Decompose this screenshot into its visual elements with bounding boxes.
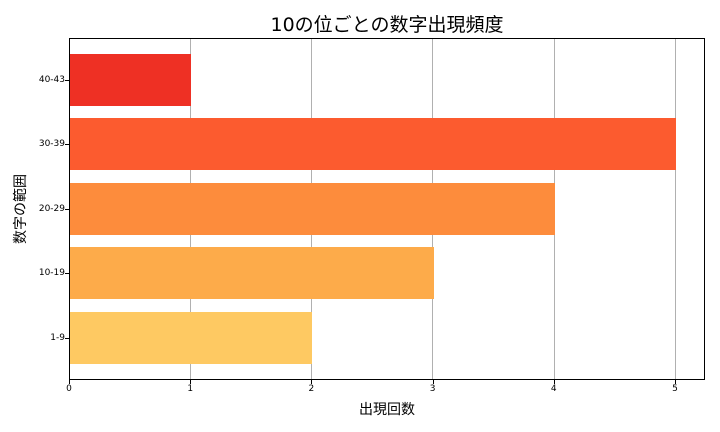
chart-title: 10の位ごとの数字出現頻度 bbox=[270, 14, 504, 36]
x-tick-mark bbox=[553, 380, 555, 384]
x-tick-mark bbox=[311, 380, 313, 384]
x-tick-mark bbox=[432, 380, 434, 384]
bar-40-43 bbox=[70, 53, 192, 106]
bar-10-19 bbox=[70, 247, 434, 300]
y-tick-label: 30-39 bbox=[38, 139, 65, 150]
y-tick-mark bbox=[65, 338, 69, 339]
x-tick-mark bbox=[675, 380, 676, 384]
gridline bbox=[675, 39, 676, 379]
y-tick-mark bbox=[65, 208, 69, 210]
y-tick-label: 40-43 bbox=[38, 74, 65, 85]
y-tick-mark bbox=[65, 273, 69, 275]
x-tick-label: 4 bbox=[550, 384, 557, 394]
y-tick-label: 1-9 bbox=[50, 333, 65, 343]
y-tick-label: 20-29 bbox=[38, 203, 65, 214]
y-tick-mark bbox=[65, 144, 69, 146]
x-tick-mark bbox=[69, 380, 70, 384]
y-tick-label: 10-19 bbox=[38, 268, 65, 279]
x-tick-label: 5 bbox=[672, 384, 678, 394]
bar-20-29 bbox=[70, 182, 555, 235]
bar-1-9 bbox=[70, 312, 313, 364]
x-axis-label: 出現回数 bbox=[359, 402, 415, 418]
x-tick-label: 1 bbox=[187, 384, 194, 394]
x-tick-label: 0 bbox=[66, 384, 72, 394]
x-tick-label: 3 bbox=[429, 384, 436, 394]
y-axis-label: 数字の範囲 bbox=[13, 174, 29, 244]
y-tick-mark bbox=[65, 79, 69, 81]
x-tick-label: 2 bbox=[308, 384, 315, 394]
bar-30-39 bbox=[70, 118, 676, 171]
plot-area bbox=[69, 38, 705, 380]
x-tick-mark bbox=[190, 380, 192, 384]
